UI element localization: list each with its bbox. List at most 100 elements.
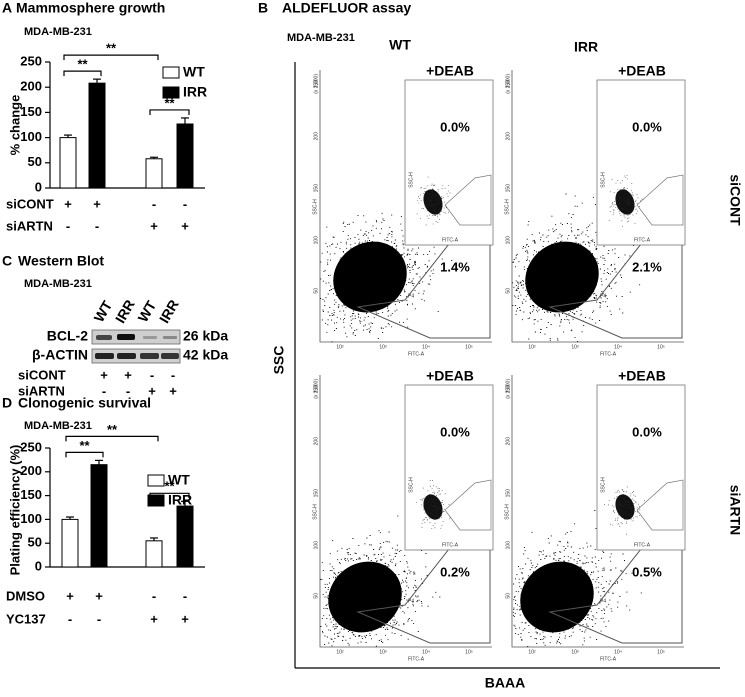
band [140,353,159,359]
plot-tick-label: 10³ [379,649,387,655]
plot-tick-label: 10³ [571,344,579,350]
inset-gate [636,174,684,226]
y-tick-label: 150 [20,104,42,119]
plot-x-label: FITC-A [600,351,617,357]
plot-tick-label: 250 [505,385,511,394]
y-tick-label: 0 [35,179,42,194]
inset-cloud [423,189,443,215]
condition-mark: - [152,196,156,211]
plot-tick-label: 150 [505,489,511,498]
plot-tick-label: 200 [313,132,319,141]
lane-label: WT [135,298,160,325]
plot-tick-label: 150 [505,184,511,193]
plot-tick-label: 10² [528,649,536,655]
inset-percentage: 0.0% [632,424,662,439]
plot-tick-label: 50 [505,593,511,599]
condition-mark: + [181,611,189,626]
inset-label: +DEAB [426,368,474,384]
cell-dots [320,515,441,647]
bar [176,123,194,189]
legend-label: WT [168,472,190,488]
panel-title: ALDEFLUOR assay [282,0,411,16]
plot-tick-label: 10⁴ [422,344,430,350]
plot-tick-label: 150 [313,489,319,498]
y-tick-label: 100 [20,129,42,144]
band-label: β-ACTIN [32,347,88,363]
plot-tick-label: 250 [313,80,319,89]
plot-tick-label: 200 [505,437,511,446]
legend-swatch [162,86,180,99]
inset-x-label: FITC-A [634,237,651,243]
condition-mark: + [64,196,72,211]
plot-tick-label: 100 [313,236,319,245]
panel-subtitle: MDA-MB-231 [24,420,92,432]
inset-label: +DEAB [618,63,666,79]
y-tick-label: 250 [20,439,42,454]
plot-axes [511,70,684,343]
y-tick-label: 100 [20,511,42,526]
plot-scale: (x 1,000) [505,74,511,94]
plot-tick-label: 200 [313,437,319,446]
condition-mark: - [183,588,187,603]
plot-y-label: SSC-H [504,199,510,215]
condition-mark: + [95,588,103,603]
condition-mark: + [100,367,108,382]
plot-tick-label: 50 [313,593,319,599]
plot-tick-label: 10⁴ [614,344,622,350]
plot-tick-label: 100 [313,541,319,550]
inset-y-label: SSC-H [600,172,606,188]
condition-mark: + [150,611,158,626]
legend-swatch [147,474,165,487]
condition-mark: - [150,367,154,382]
plot-tick-label: 10⁵ [657,649,665,655]
panel-title: Clonogenic survival [18,395,151,411]
condition-mark: - [152,588,156,603]
flow-plot: 250 200 150 100 50 (x 1,000) SSC-H 10² 10³ 10⁴ 10⁵… [312,368,494,662]
y-tick-label: 0 [35,558,42,573]
gated-percentage: 1.4% [440,259,470,274]
band-size: 42 kDa [183,347,228,363]
bar [145,540,163,568]
condition-label: YC137 [6,611,46,626]
inset-percentage: 0.0% [440,119,470,134]
condition-mark: - [95,218,99,233]
bar [61,518,79,568]
bar [59,137,77,189]
gated-percentage: 0.2% [440,564,470,579]
panel-label: C [2,253,12,269]
flow-plot: 250 200 150 100 50 (x 1,000) SSC-H 10² 10³ 10⁴ 10⁵… [504,368,686,662]
legend-label: IRR [168,492,192,508]
inset-percentage: 0.0% [632,119,662,134]
condition-mark: - [66,218,70,233]
inset-label: +DEAB [426,63,474,79]
plot-tick-label: 100 [505,236,511,245]
plot-tick-label: 10⁵ [657,344,665,350]
plot-axes [319,70,492,343]
inset-x-label: FITC-A [634,542,651,548]
plot-tick-label: 200 [505,132,511,141]
band [117,353,136,359]
plot-axes [319,375,492,648]
band [143,336,157,339]
gate-label: P4 [408,293,414,299]
legend-swatch [162,66,180,79]
panel-subtitle: MDA-MB-231 [24,26,92,38]
inset [404,384,494,551]
inset-gate [444,479,492,531]
panel-title: Mammosphere growth [16,0,165,16]
plot-tick-label: 250 [313,385,319,394]
condition-mark: - [68,611,72,626]
band [95,353,114,359]
significance-label: ** [107,422,118,437]
plot-tick-label: 10⁴ [422,649,430,655]
panel-subtitle: MDA-MB-231 [287,32,355,44]
y-tick-label: 50 [28,154,42,169]
gate-label: P4 [408,598,414,604]
significance-label: ** [106,41,117,56]
plot-tick-label: 10³ [571,649,579,655]
plot-y-label: SSC-H [312,199,318,215]
inset-x-label: FITC-A [442,542,459,548]
significance-label: ** [164,479,175,494]
significance-bracket [149,109,190,115]
